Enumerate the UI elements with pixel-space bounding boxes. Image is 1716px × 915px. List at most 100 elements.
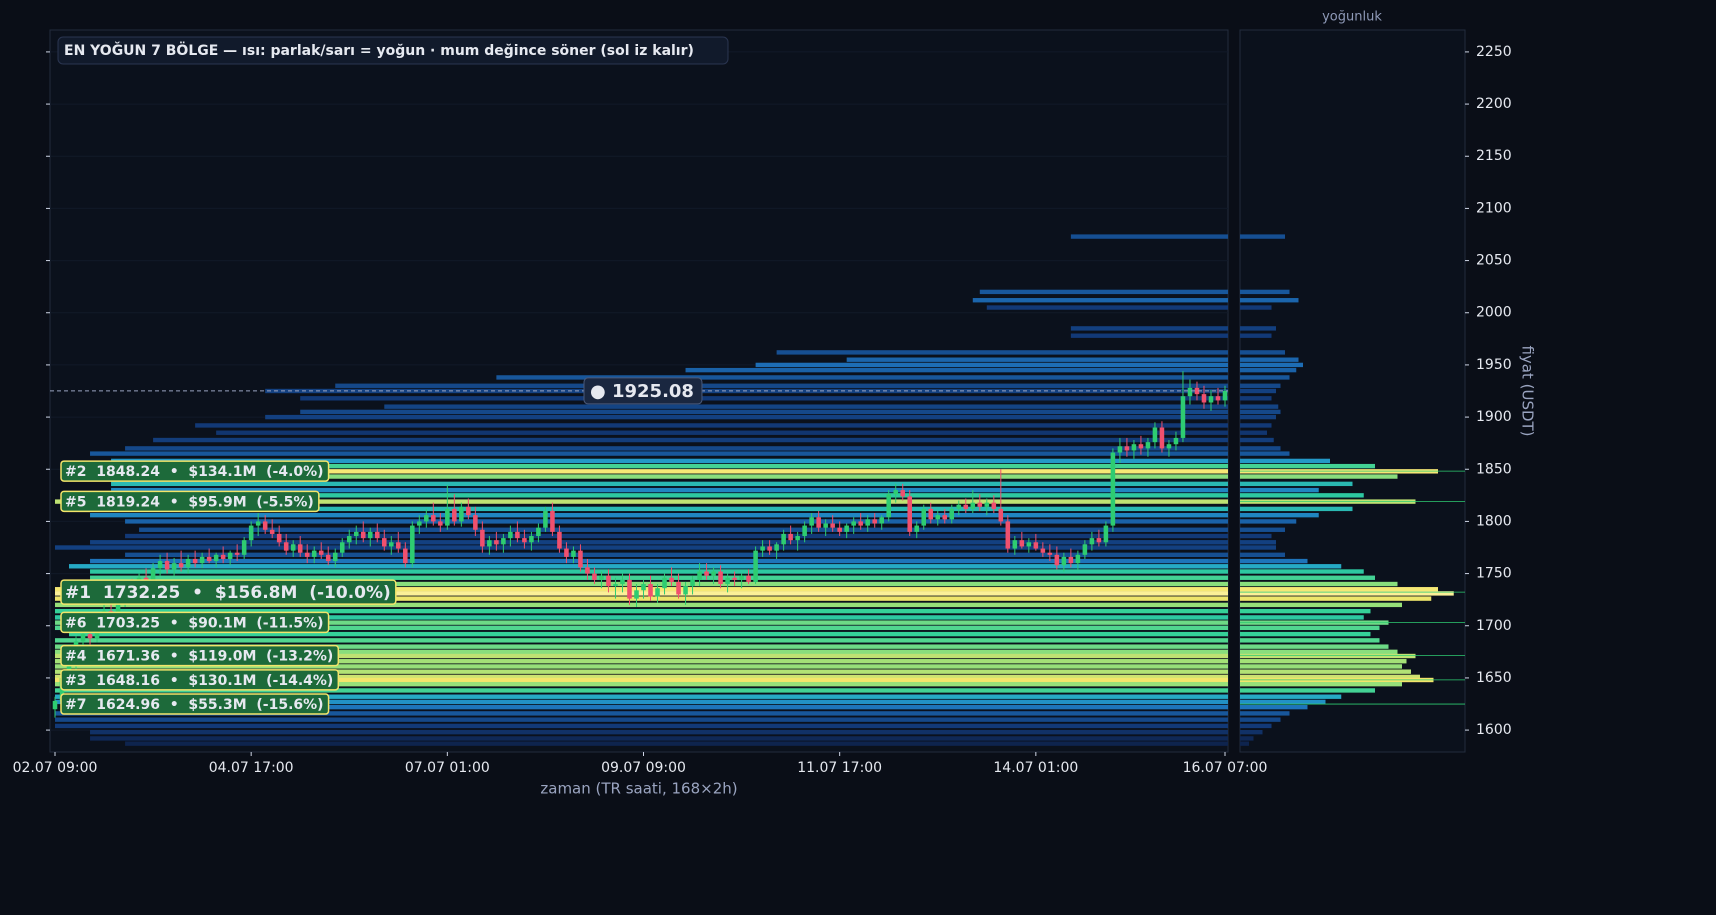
candle-body — [367, 531, 373, 539]
candle-body — [339, 542, 345, 553]
candle-body — [711, 571, 716, 576]
profile-bar — [1240, 458, 1330, 464]
candle-body — [956, 504, 962, 509]
candle-body — [262, 521, 268, 530]
candle-body — [718, 571, 723, 585]
profile-bar — [1240, 333, 1272, 338]
heat-band — [55, 615, 1228, 620]
heat-band — [55, 649, 1228, 655]
candle-body — [697, 571, 702, 580]
profile-bar — [1240, 423, 1272, 428]
candle-body — [473, 515, 478, 530]
candle-body — [970, 502, 976, 509]
candle-body — [1145, 442, 1151, 449]
profile-bar — [1240, 625, 1380, 631]
candle-body — [318, 550, 324, 555]
candle-body — [809, 517, 814, 526]
y-tick-label: 2150 — [1476, 148, 1512, 164]
profile-bar — [1240, 446, 1281, 451]
heat-band — [55, 659, 1228, 664]
heat-band — [111, 487, 1229, 493]
candle-body — [613, 584, 618, 587]
profile-bar — [1240, 375, 1290, 380]
candle-body — [536, 527, 541, 537]
candle-body — [480, 529, 485, 547]
profile-bar — [1240, 552, 1285, 557]
candle-body — [781, 533, 786, 545]
profile-bar — [1240, 298, 1299, 303]
y-tick-label: 1800 — [1476, 513, 1512, 529]
heat-band — [55, 669, 1228, 674]
profile-bar — [1240, 362, 1303, 368]
heat-band — [139, 527, 1228, 532]
profile-bar — [1240, 736, 1254, 741]
candle-body — [325, 554, 331, 562]
y-tick-label: 1650 — [1476, 670, 1512, 686]
y-tick-label: 2050 — [1476, 253, 1512, 269]
heat-band — [90, 463, 1229, 469]
profile-bar — [1240, 688, 1375, 693]
heat-band — [90, 512, 1229, 518]
profile-bar — [1240, 481, 1353, 487]
candle-body — [1173, 437, 1179, 445]
candle-body — [1061, 556, 1067, 566]
heat-band — [55, 688, 1228, 693]
zone-label: #6 1703.25 • $90.1M (-11.5%) — [65, 615, 324, 631]
profile-bar — [1240, 615, 1364, 620]
candle-body — [1117, 446, 1123, 453]
heat-band — [216, 430, 1229, 435]
y-tick-label: 2200 — [1476, 96, 1512, 112]
profile-area — [1239, 29, 1466, 753]
profile-bar — [1240, 527, 1285, 532]
candle-body — [795, 536, 800, 541]
candle-body — [1096, 538, 1102, 543]
candle-body — [206, 556, 212, 562]
profile-bar — [1240, 404, 1279, 409]
candle-body — [241, 540, 247, 555]
profile-bar — [1240, 631, 1371, 637]
candle-body — [942, 515, 948, 520]
profile-bar — [1240, 558, 1308, 564]
candle-body — [1222, 390, 1228, 401]
heat-band — [125, 533, 1228, 539]
candle-body — [1012, 540, 1018, 549]
heat-band — [755, 362, 1228, 368]
profile-bar — [1240, 591, 1454, 596]
candle-body — [459, 506, 464, 522]
heat-band — [300, 396, 1228, 401]
candle-body — [417, 521, 422, 526]
candle-body — [220, 554, 226, 559]
heat-band — [55, 723, 1228, 729]
heat-band — [776, 350, 1228, 355]
profile-bar — [1240, 414, 1276, 420]
profile-bar — [1240, 506, 1353, 512]
candle-body — [1215, 396, 1221, 401]
candle-body — [914, 525, 920, 532]
zone-label-box — [60, 460, 330, 482]
candle-body — [648, 584, 653, 597]
heat-band — [55, 638, 1228, 643]
heat-band — [496, 375, 1228, 380]
candle-body — [977, 502, 983, 507]
candle-body — [935, 515, 941, 520]
x-tick-label: 11.07 17:00 — [797, 760, 882, 776]
heat-band — [300, 409, 1228, 415]
candle-body — [690, 579, 695, 587]
profile-bar — [1240, 608, 1371, 614]
candle-body — [276, 533, 282, 543]
heat-band — [90, 451, 1229, 456]
profile-bar — [1240, 388, 1276, 394]
profile-bar — [1240, 581, 1398, 587]
y-tick-label: 1700 — [1476, 618, 1512, 634]
heat-band — [384, 404, 1228, 409]
profile-bar — [1240, 587, 1438, 592]
candle-body — [886, 494, 891, 518]
candle-body — [199, 556, 205, 564]
heat-band — [55, 591, 1228, 596]
heat-band — [55, 711, 1228, 716]
candle-body — [1110, 452, 1116, 526]
candle-body — [620, 579, 625, 585]
candle-body — [529, 536, 534, 543]
